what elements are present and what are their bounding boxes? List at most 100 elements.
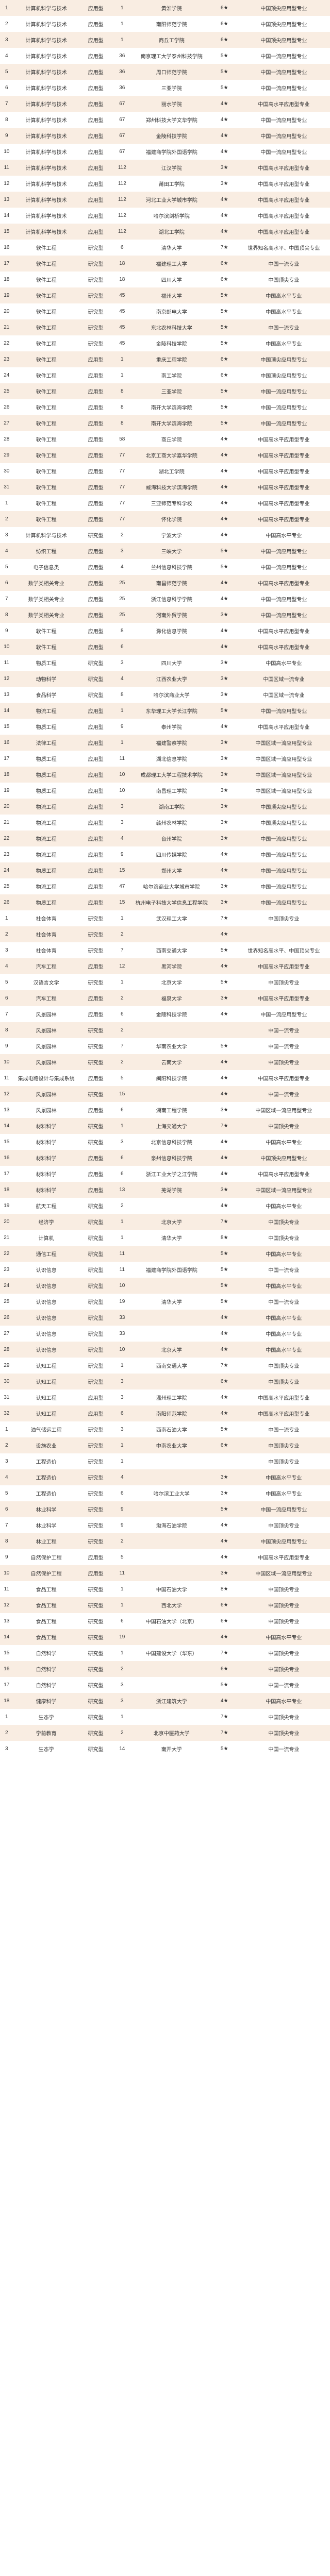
cell-level: 研究型 bbox=[79, 1038, 112, 1054]
cell-grade: 4★ bbox=[211, 431, 238, 447]
cell-rank: 2 bbox=[112, 1725, 132, 1741]
table-row: 11集成电路设计与集成系统应用型5闽阳科技学院4★中国高水平应用型专业 bbox=[0, 1070, 330, 1086]
cell-idx: 13 bbox=[0, 687, 13, 703]
cell-major: 汽车工程 bbox=[13, 990, 79, 1006]
cell-level: 研究型 bbox=[79, 1597, 112, 1613]
cell-major: 数学类相关专业 bbox=[13, 607, 79, 623]
cell-idx: 6 bbox=[0, 80, 13, 96]
cell-tier: 中国高水平专业 bbox=[238, 335, 330, 351]
cell-school: 西北大学 bbox=[132, 1597, 211, 1613]
cell-major: 物质工程 bbox=[13, 719, 79, 735]
cell-tier: 中国顶尖专业 bbox=[238, 1453, 330, 1469]
cell-major: 自然科学 bbox=[13, 1661, 79, 1677]
cell-grade: 5★ bbox=[211, 399, 238, 415]
cell-grade: 6★ bbox=[211, 1613, 238, 1629]
cell-idx: 17 bbox=[0, 751, 13, 767]
table-row: 17自然科学研究型35★中国一流专业 bbox=[0, 1677, 330, 1693]
cell-idx: 23 bbox=[0, 846, 13, 862]
cell-school: 清华大学 bbox=[132, 1230, 211, 1246]
cell-rank: 10 bbox=[112, 767, 132, 783]
cell-grade: 6★ bbox=[211, 1437, 238, 1453]
table-row: 7林业科学研究型9渤海石油学院4★中国顶尖专业 bbox=[0, 1517, 330, 1533]
table-row: 18软件工程研究型18四川大学6★中国顶尖专业 bbox=[0, 272, 330, 287]
cell-level: 应用型 bbox=[79, 846, 112, 862]
cell-major: 计算机科学与技术 bbox=[13, 48, 79, 64]
cell-idx: 6 bbox=[0, 575, 13, 591]
cell-idx: 29 bbox=[0, 447, 13, 463]
cell-rank: 3 bbox=[112, 1693, 132, 1709]
cell-school: 兰州信息科技学院 bbox=[132, 559, 211, 575]
cell-major: 风景园林 bbox=[13, 1038, 79, 1054]
table-row: 31认知工程应用型3温州理工学院4★中国高水平应用型专业 bbox=[0, 1389, 330, 1405]
table-row: 22物流工程应用型4台州学院3★中国一流应用型专业 bbox=[0, 831, 330, 846]
cell-level: 应用型 bbox=[79, 447, 112, 463]
cell-idx: 14 bbox=[0, 1118, 13, 1134]
cell-idx: 21 bbox=[0, 1230, 13, 1246]
cell-major: 认识信息 bbox=[13, 1310, 79, 1326]
cell-rank: 9 bbox=[112, 1517, 132, 1533]
table-row: 24软件工程应用型1南工学院6★中国顶尖应用型专业 bbox=[0, 367, 330, 383]
cell-level: 应用型 bbox=[79, 128, 112, 144]
cell-major: 工程造价 bbox=[13, 1485, 79, 1501]
cell-level: 应用型 bbox=[79, 1102, 112, 1118]
cell-school: 商丘学院 bbox=[132, 431, 211, 447]
cell-level: 应用型 bbox=[79, 1070, 112, 1086]
cell-school: 渤海石油学院 bbox=[132, 1517, 211, 1533]
table-row: 17物质工程应用型11湖北信息学院3★中国区域一流应用型专业 bbox=[0, 751, 330, 767]
cell-idx: 9 bbox=[0, 128, 13, 144]
cell-rank: 2 bbox=[112, 926, 132, 942]
cell-grade: 4★ bbox=[211, 623, 238, 639]
table-row: 1软件工程应用型77三亚师范专科学校4★中国高水平应用型专业 bbox=[0, 495, 330, 511]
cell-school bbox=[132, 1469, 211, 1485]
cell-grade: 3★ bbox=[211, 894, 238, 910]
cell-level: 研究型 bbox=[79, 1741, 112, 1757]
cell-grade: 4★ bbox=[211, 447, 238, 463]
table-row: 1生态学研究型17★中国顶尖专业 bbox=[0, 1709, 330, 1725]
cell-school: 三亚学院 bbox=[132, 80, 211, 96]
cell-major: 认知工程 bbox=[13, 1405, 79, 1421]
cell-tier: 中国区域一流专业 bbox=[238, 687, 330, 703]
cell-grade: 4★ bbox=[211, 926, 238, 942]
table-row: 6计算机科学与技术应用型36三亚学院5★中国一流应用型专业 bbox=[0, 80, 330, 96]
cell-school: 湖北工学院 bbox=[132, 463, 211, 479]
cell-school bbox=[132, 1198, 211, 1214]
cell-school: 南开大学滨海学院 bbox=[132, 415, 211, 431]
cell-idx: 24 bbox=[0, 367, 13, 383]
cell-idx: 1 bbox=[0, 1421, 13, 1437]
cell-grade: 4★ bbox=[211, 591, 238, 607]
cell-tier: 中国一流应用型专业 bbox=[238, 48, 330, 64]
cell-school: 南京理工大学泰州科技学院 bbox=[132, 48, 211, 64]
cell-idx: 6 bbox=[0, 1501, 13, 1517]
cell-level: 研究型 bbox=[79, 527, 112, 543]
cell-idx: 10 bbox=[0, 144, 13, 160]
cell-rank: 8 bbox=[112, 687, 132, 703]
cell-school bbox=[132, 1565, 211, 1581]
cell-level: 研究型 bbox=[79, 910, 112, 926]
cell-level: 研究型 bbox=[79, 1437, 112, 1453]
cell-rank: 36 bbox=[112, 48, 132, 64]
cell-major: 物质工程 bbox=[13, 894, 79, 910]
cell-tier: 中国高水平专业 bbox=[238, 1278, 330, 1294]
cell-grade: 4★ bbox=[211, 1549, 238, 1565]
cell-major: 计算机科学与技术 bbox=[13, 16, 79, 32]
table-row: 11物质工程研究型3四川大学3★中国高水平专业 bbox=[0, 655, 330, 671]
table-row: 13食品科学研究型8哈尔滨商业大学3★中国区域一流专业 bbox=[0, 687, 330, 703]
cell-rank: 2 bbox=[112, 990, 132, 1006]
cell-grade: 3★ bbox=[211, 1565, 238, 1581]
cell-rank: 1 bbox=[112, 1709, 132, 1725]
cell-school: 福州大学 bbox=[132, 287, 211, 303]
cell-tier: 中国一流应用型专业 bbox=[238, 703, 330, 719]
cell-grade: 4★ bbox=[211, 224, 238, 240]
cell-level: 研究型 bbox=[79, 319, 112, 335]
cell-major: 社会体育 bbox=[13, 926, 79, 942]
cell-major: 认识信息 bbox=[13, 1278, 79, 1294]
cell-level: 研究型 bbox=[79, 1374, 112, 1389]
cell-major: 软件工程 bbox=[13, 256, 79, 272]
cell-tier: 中国高水平应用型专业 bbox=[238, 990, 330, 1006]
cell-grade: 5★ bbox=[211, 559, 238, 575]
cell-grade: 6★ bbox=[211, 16, 238, 32]
cell-school bbox=[132, 926, 211, 942]
cell-idx: 11 bbox=[0, 1581, 13, 1597]
cell-tier: 中国高水平应用型专业 bbox=[238, 208, 330, 224]
cell-school bbox=[132, 1453, 211, 1469]
